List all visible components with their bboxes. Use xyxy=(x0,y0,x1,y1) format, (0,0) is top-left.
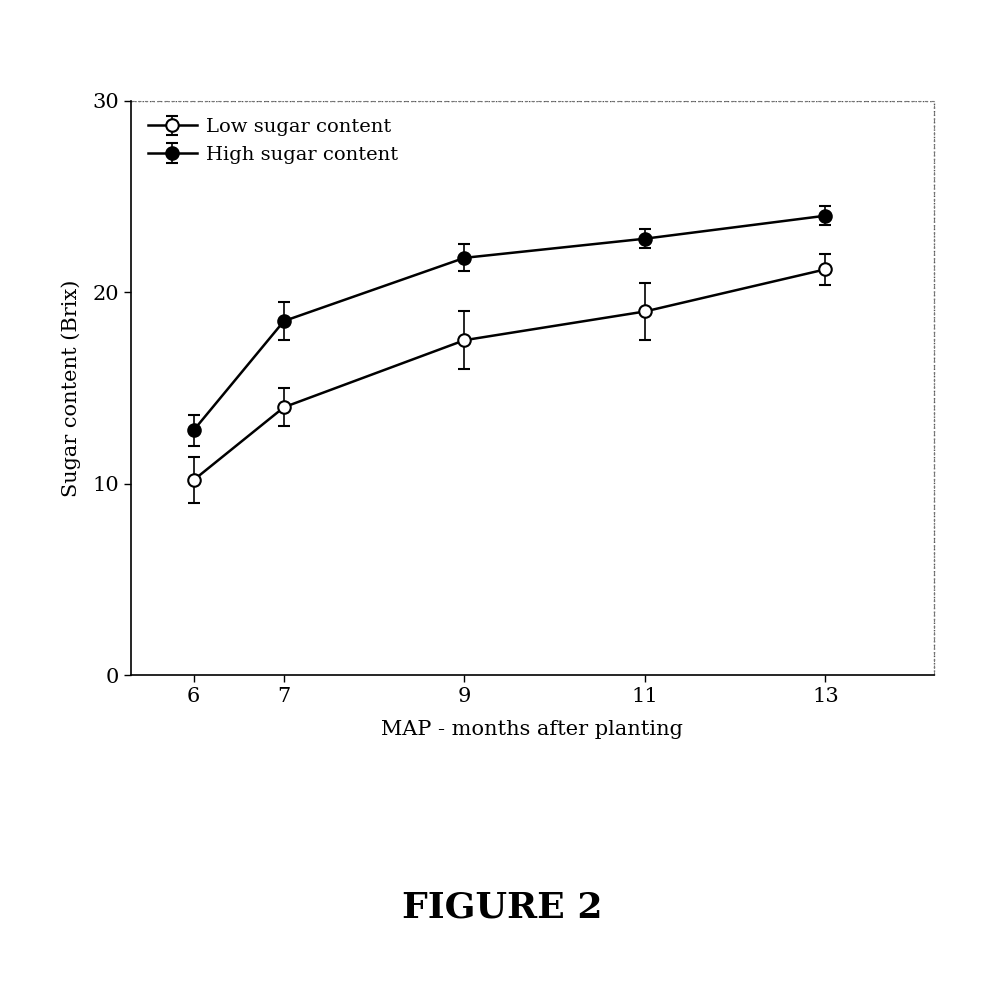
X-axis label: MAP - months after planting: MAP - months after planting xyxy=(381,720,682,739)
Text: FIGURE 2: FIGURE 2 xyxy=(401,890,602,924)
Y-axis label: Sugar content (Brix): Sugar content (Brix) xyxy=(61,279,81,497)
Legend: Low sugar content, High sugar content: Low sugar content, High sugar content xyxy=(140,111,406,171)
